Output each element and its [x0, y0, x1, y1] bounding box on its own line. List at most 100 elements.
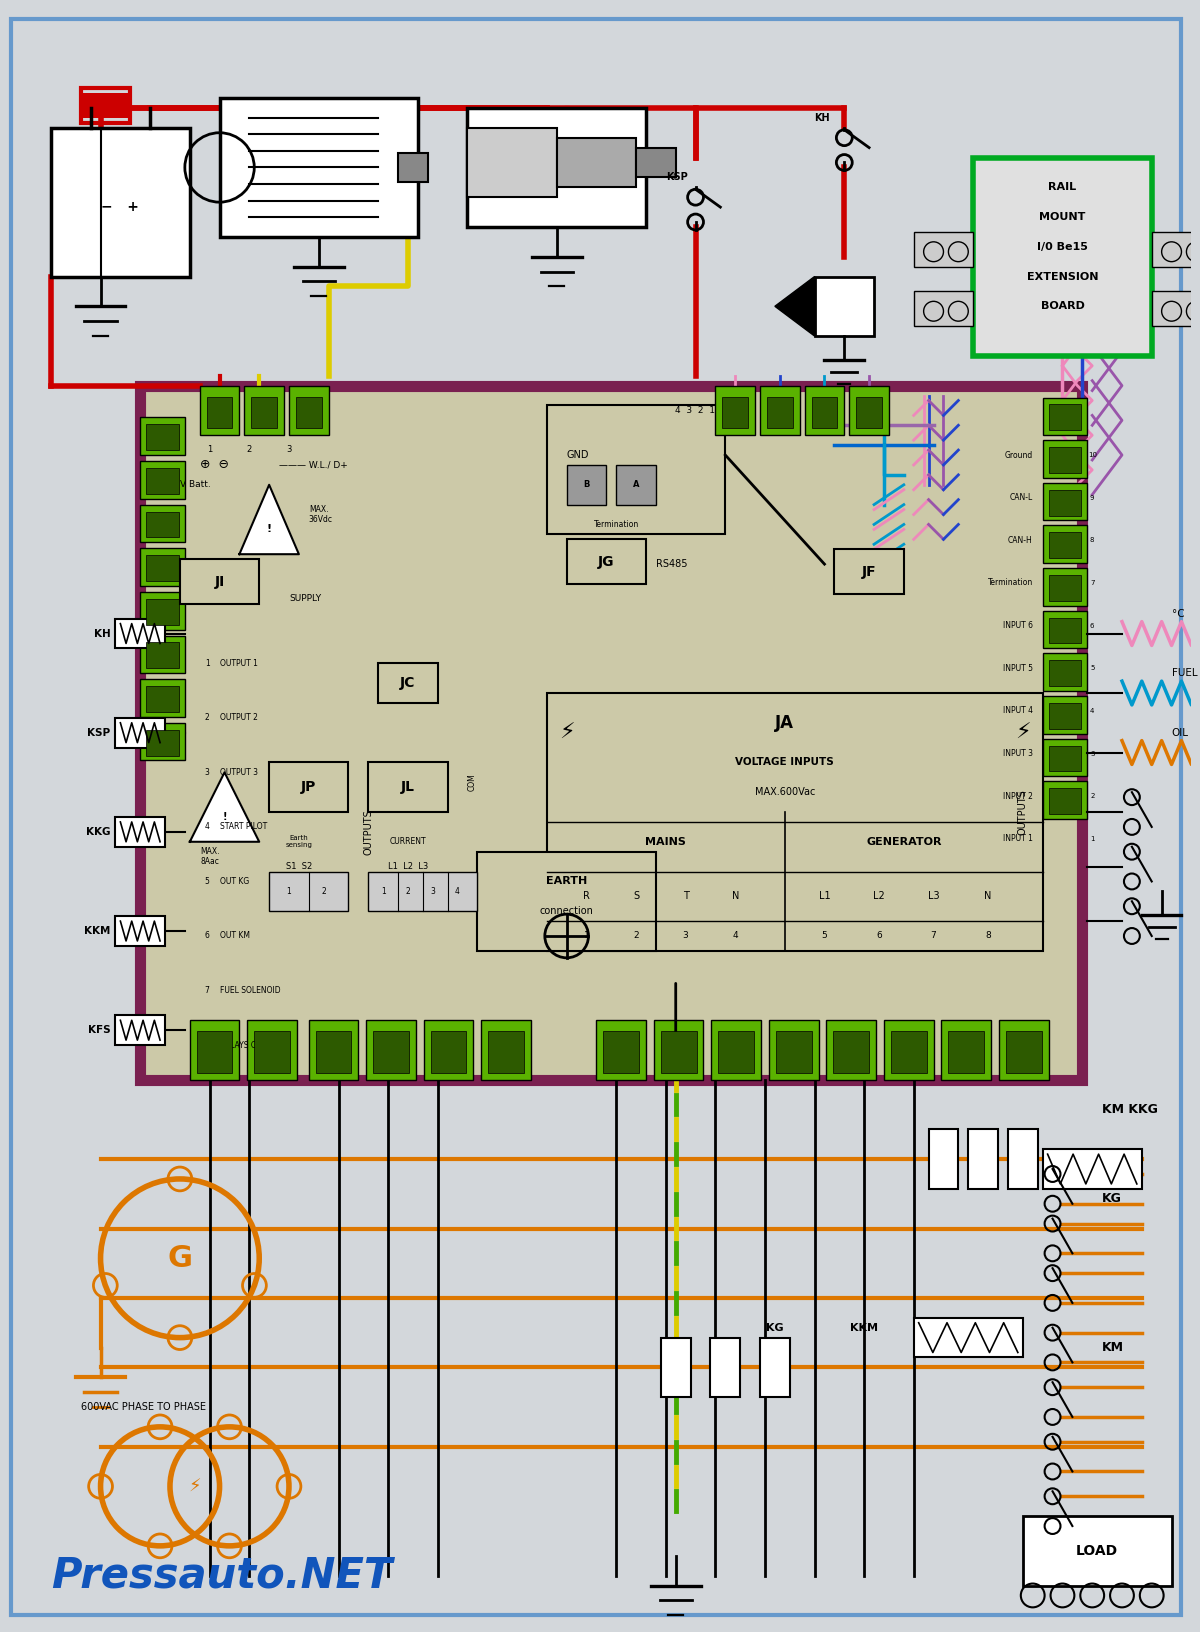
Text: 4: 4 [732, 932, 738, 940]
Text: 6: 6 [205, 932, 210, 940]
Bar [1000, 1020, 1049, 1080]
Text: KSP: KSP [88, 728, 110, 738]
Text: !: ! [266, 524, 271, 534]
Bar [146, 468, 179, 494]
Text: connection: connection [540, 906, 594, 916]
Text: FUEL: FUEL [1171, 667, 1198, 679]
Bar [1043, 483, 1087, 521]
Bar [206, 397, 233, 428]
Text: MAX.
36Vdc: MAX. 36Vdc [308, 504, 332, 524]
Text: KKM: KKM [850, 1322, 878, 1333]
Text: KG: KG [766, 1322, 784, 1333]
Circle shape [1199, 685, 1200, 702]
Bar [1022, 1516, 1171, 1586]
Bar [1043, 441, 1087, 478]
Text: RS485: RS485 [656, 560, 688, 570]
Bar [478, 852, 656, 951]
Text: INPUT 3: INPUT 3 [1003, 749, 1033, 757]
Bar [811, 397, 838, 428]
Text: 3: 3 [205, 769, 210, 777]
Bar [1006, 1031, 1042, 1072]
Bar [269, 762, 348, 813]
Bar [488, 1031, 524, 1072]
Text: L1: L1 [818, 891, 830, 901]
Bar [140, 548, 185, 586]
Bar [710, 1338, 740, 1397]
Bar [80, 93, 131, 118]
Bar [1043, 739, 1087, 777]
Bar [913, 292, 973, 326]
Text: OUTPUT 1: OUTPUT 1 [220, 659, 258, 667]
Text: JF: JF [862, 565, 876, 579]
Text: 7: 7 [1090, 579, 1094, 586]
Text: OUTPUT 3: OUTPUT 3 [220, 769, 258, 777]
Text: KKM: KKM [84, 925, 110, 937]
Bar [973, 158, 1152, 356]
Text: V Batt.: V Batt. [180, 480, 211, 490]
Text: GENERATOR: GENERATOR [866, 837, 942, 847]
Bar [197, 1031, 233, 1072]
Text: INPUT 1: INPUT 1 [1003, 834, 1033, 844]
Bar [398, 152, 428, 183]
Text: JL: JL [401, 780, 415, 795]
Bar [1008, 1129, 1038, 1188]
Bar [146, 730, 179, 756]
Bar [146, 555, 179, 581]
Text: I/0 Be15: I/0 Be15 [1037, 242, 1088, 251]
Bar [596, 1020, 646, 1080]
Text: 1: 1 [205, 659, 210, 667]
Text: 2: 2 [322, 886, 326, 896]
Text: OUTPUTS: OUTPUTS [1018, 790, 1028, 836]
Text: OUTPUTS: OUTPUTS [364, 809, 373, 855]
Text: RAIL: RAIL [1049, 183, 1076, 193]
Bar [190, 1020, 239, 1080]
Text: 5: 5 [822, 932, 827, 940]
Bar [913, 232, 973, 266]
Bar [140, 504, 185, 542]
Bar [722, 397, 748, 428]
Bar [316, 1031, 352, 1072]
Bar [760, 385, 799, 436]
Bar [269, 871, 348, 911]
Text: 4  3  2  1: 4 3 2 1 [676, 406, 715, 416]
Text: ⚡: ⚡ [559, 723, 575, 743]
Bar [80, 88, 131, 122]
Bar [368, 871, 478, 911]
Text: B: B [583, 480, 589, 490]
Text: 8: 8 [985, 932, 991, 940]
Text: OUT KG: OUT KG [220, 876, 248, 886]
Bar [199, 385, 239, 436]
Text: 4: 4 [455, 886, 460, 896]
Text: 10: 10 [1087, 452, 1097, 459]
Bar [378, 663, 438, 703]
Text: Ground: Ground [1004, 450, 1033, 460]
Text: SUPPLY: SUPPLY [289, 594, 322, 604]
Bar [833, 1031, 869, 1072]
Text: FUEL SOLENOID: FUEL SOLENOID [220, 986, 280, 996]
Bar [968, 1129, 998, 1188]
Text: 5: 5 [1090, 666, 1094, 671]
Text: KKG: KKG [86, 827, 110, 837]
Bar [942, 1020, 991, 1080]
Circle shape [1199, 625, 1200, 641]
Bar [50, 127, 190, 276]
Bar [115, 718, 166, 747]
Text: L3: L3 [928, 891, 940, 901]
Bar [827, 1020, 876, 1080]
Text: INPUT 4: INPUT 4 [1003, 707, 1033, 715]
Text: °C: °C [1171, 609, 1184, 619]
Text: S1  S2: S1 S2 [286, 862, 312, 871]
Text: KM KKG: KM KKG [1102, 1103, 1158, 1116]
Text: !: ! [222, 813, 227, 823]
Text: 6: 6 [1090, 622, 1094, 628]
Text: JG: JG [598, 555, 614, 570]
Bar [566, 465, 606, 504]
Text: 3: 3 [683, 932, 689, 940]
Text: EXTENSION: EXTENSION [1027, 271, 1098, 282]
Text: MOUNT: MOUNT [1039, 212, 1086, 222]
Bar [769, 1020, 818, 1080]
Text: LOAD: LOAD [1076, 1544, 1118, 1559]
Text: 2: 2 [247, 446, 252, 454]
Text: KFS: KFS [88, 1025, 110, 1035]
Bar [1043, 526, 1087, 563]
